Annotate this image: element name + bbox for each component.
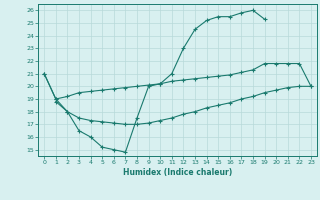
X-axis label: Humidex (Indice chaleur): Humidex (Indice chaleur) xyxy=(123,168,232,177)
